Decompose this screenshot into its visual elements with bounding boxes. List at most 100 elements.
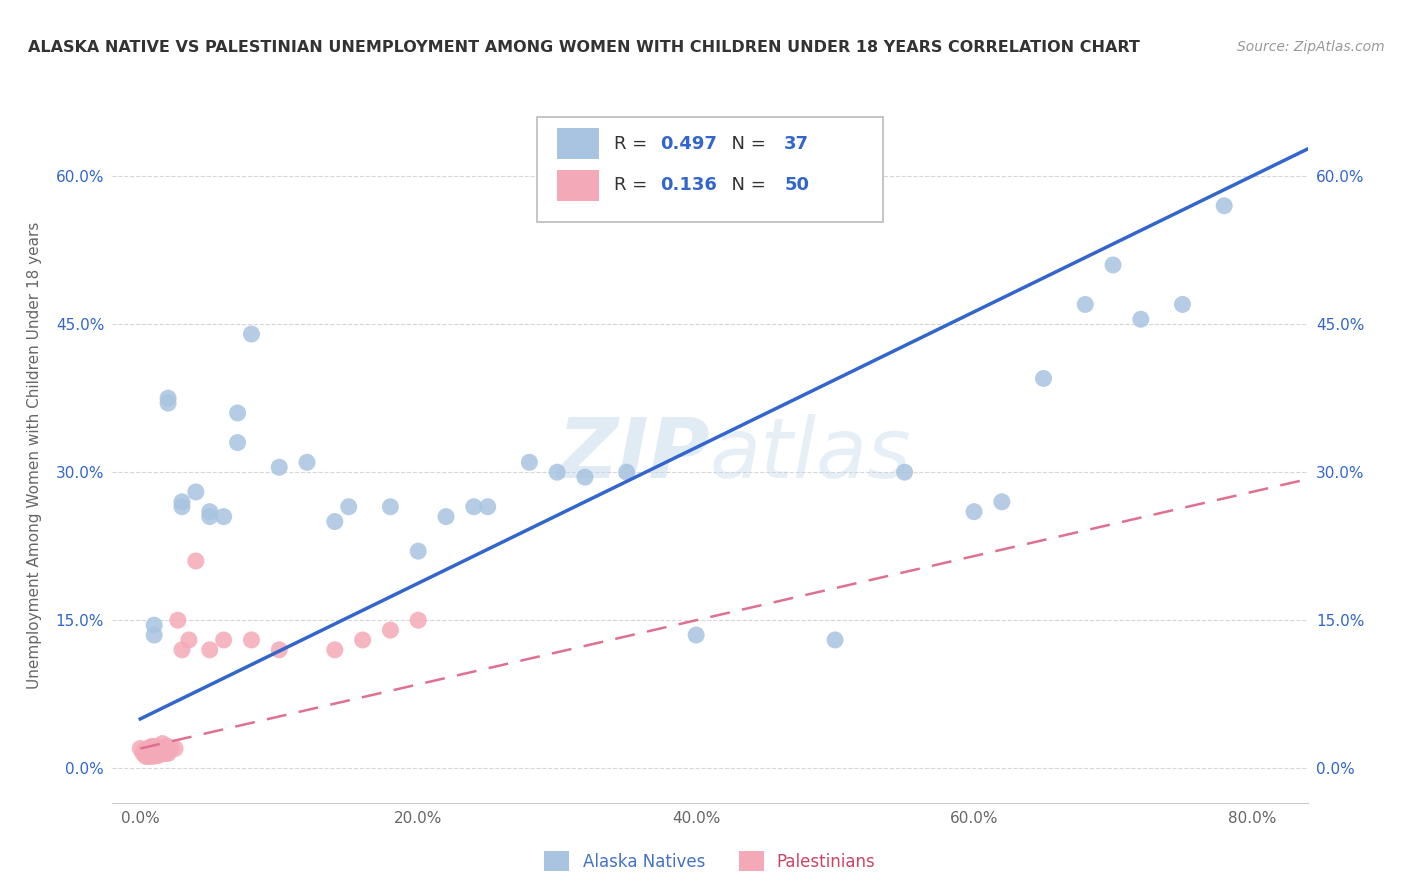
Point [149, 741, 172, 756]
Point [824, 632, 846, 647]
Point [1074, 297, 1097, 311]
Point [157, 396, 180, 410]
Text: 0.497: 0.497 [659, 135, 717, 153]
Point [157, 739, 180, 754]
Point [148, 748, 170, 763]
Text: 50: 50 [785, 177, 808, 194]
Point [157, 747, 180, 761]
Point [152, 737, 174, 751]
Point [380, 500, 402, 514]
Point [152, 747, 174, 761]
Point [138, 749, 160, 764]
Point [142, 743, 165, 757]
Point [149, 747, 172, 761]
Point [406, 544, 429, 558]
Text: atlas: atlas [710, 415, 911, 495]
Point [574, 470, 596, 484]
Point [269, 643, 291, 657]
Point [139, 741, 162, 756]
Text: ALASKA NATIVE VS PALESTINIAN UNEMPLOYMENT AMONG WOMEN WITH CHILDREN UNDER 18 YEA: ALASKA NATIVE VS PALESTINIAN UNEMPLOYMEN… [28, 40, 1140, 55]
Point [177, 632, 200, 647]
Point [143, 743, 166, 757]
Point [226, 406, 249, 420]
Point [1102, 258, 1125, 272]
Point [323, 643, 346, 657]
Text: Source: ZipAtlas.com: Source: ZipAtlas.com [1237, 40, 1385, 54]
Point [463, 500, 485, 514]
Point [141, 739, 163, 754]
Point [212, 509, 235, 524]
Text: 37: 37 [785, 135, 808, 153]
Point [337, 500, 360, 514]
Point [184, 554, 207, 568]
Point [160, 741, 183, 756]
Point [150, 747, 173, 761]
Point [138, 743, 160, 757]
Point [991, 495, 1014, 509]
Point [198, 643, 221, 657]
FancyBboxPatch shape [537, 118, 883, 222]
Point [142, 749, 165, 764]
Point [146, 747, 169, 761]
Point [240, 632, 263, 647]
Point [136, 747, 159, 761]
Y-axis label: Unemployment Among Women with Children Under 18 years: Unemployment Among Women with Children U… [27, 221, 42, 689]
Point [143, 739, 166, 754]
Point [153, 741, 176, 756]
Point [157, 391, 180, 405]
Point [143, 618, 166, 632]
Point [1213, 199, 1236, 213]
Point [146, 739, 169, 754]
Point [170, 643, 193, 657]
Point [323, 515, 346, 529]
Point [212, 632, 235, 647]
Point [198, 505, 221, 519]
Point [141, 747, 163, 761]
Point [1129, 312, 1152, 326]
Point [132, 747, 155, 761]
Point [198, 509, 221, 524]
Point [477, 500, 499, 514]
Point [963, 505, 986, 519]
Point [170, 500, 193, 514]
Point [295, 455, 318, 469]
Point [139, 747, 162, 761]
Point [156, 743, 179, 757]
Point [155, 739, 177, 754]
Point [546, 465, 568, 479]
Point [166, 613, 188, 627]
Point [380, 623, 402, 637]
Point [145, 748, 167, 763]
Text: N =: N = [720, 177, 770, 194]
Point [240, 326, 263, 341]
Point [136, 741, 159, 756]
Point [148, 743, 170, 757]
Point [170, 495, 193, 509]
Point [129, 741, 152, 756]
Text: R =: R = [614, 177, 654, 194]
Text: N =: N = [720, 135, 770, 153]
Point [159, 743, 181, 757]
Text: 0.136: 0.136 [659, 177, 717, 194]
Point [155, 747, 177, 761]
Point [143, 747, 166, 761]
Point [352, 632, 374, 647]
Text: ZIP: ZIP [557, 415, 710, 495]
Point [134, 743, 156, 757]
Point [163, 741, 186, 756]
Point [184, 484, 207, 499]
Point [1032, 371, 1054, 385]
Point [616, 465, 638, 479]
Point [150, 743, 173, 757]
Point [143, 628, 166, 642]
Point [685, 628, 707, 642]
FancyBboxPatch shape [557, 128, 599, 159]
Point [145, 743, 167, 757]
Legend: Alaska Natives, Palestinians: Alaska Natives, Palestinians [538, 845, 882, 878]
Point [226, 435, 249, 450]
Point [893, 465, 915, 479]
Text: R =: R = [614, 135, 654, 153]
FancyBboxPatch shape [557, 169, 599, 201]
Point [434, 509, 457, 524]
Point [269, 460, 291, 475]
